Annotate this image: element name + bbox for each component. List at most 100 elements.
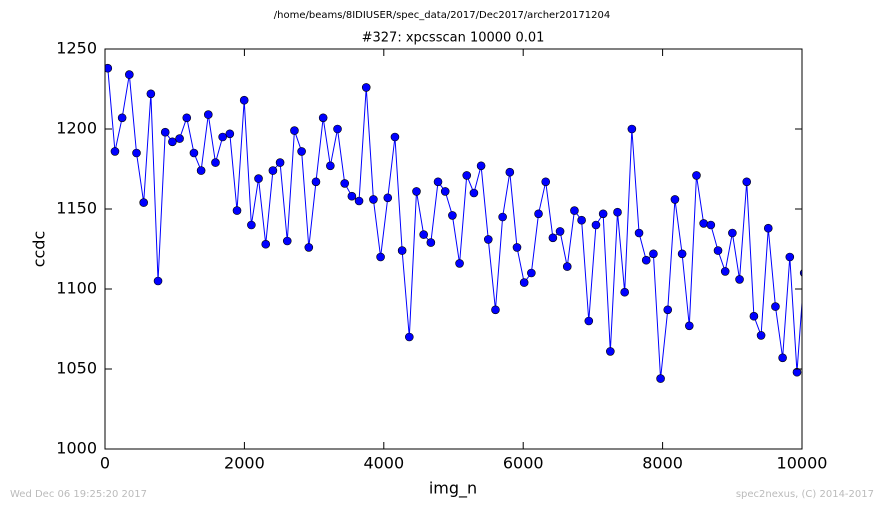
marker [261, 239, 271, 249]
marker [132, 148, 141, 158]
axes-frame [104, 48, 803, 450]
marker [656, 374, 665, 383]
marker [419, 230, 428, 239]
marker [706, 220, 716, 230]
x-tick-label: 8000 [642, 454, 683, 473]
marker [189, 148, 199, 158]
marker [562, 262, 572, 271]
y-tick-label: 1000 [56, 439, 97, 458]
marker [311, 177, 321, 187]
y-tick-label: 1250 [56, 39, 97, 58]
marker [153, 276, 163, 286]
marker [146, 89, 156, 99]
marker [318, 113, 328, 123]
marker [534, 209, 543, 219]
marker [369, 195, 378, 204]
marker [125, 70, 134, 79]
marker [390, 132, 400, 142]
marker [749, 311, 759, 321]
marker [440, 187, 450, 196]
marker [598, 209, 608, 219]
marker [433, 177, 443, 187]
marker [778, 353, 787, 363]
marker [627, 124, 637, 134]
marker [361, 83, 371, 92]
marker [304, 243, 314, 252]
marker [763, 223, 773, 233]
marker [491, 305, 500, 315]
y-axis-label: ccdc [30, 231, 49, 268]
marker [792, 367, 802, 377]
marker [613, 207, 622, 217]
marker [756, 331, 766, 340]
marker [397, 246, 407, 255]
marker [225, 129, 235, 139]
header: /home/beams/8IDIUSER/spec_data/2017/Dec2… [274, 10, 610, 21]
marker [476, 161, 486, 171]
marker [139, 198, 148, 207]
marker [340, 179, 349, 188]
marker [771, 302, 780, 311]
marker [663, 305, 673, 315]
marker [268, 166, 278, 175]
marker [555, 227, 565, 236]
footer-left: Wed Dec 06 19:25:20 2017 [10, 489, 147, 500]
marker [247, 220, 256, 230]
marker [326, 161, 335, 171]
marker [105, 63, 113, 73]
marker [584, 316, 594, 326]
marker [282, 236, 292, 246]
marker [742, 177, 752, 187]
marker [620, 287, 629, 297]
marker [412, 187, 421, 196]
marker [376, 252, 385, 262]
marker [699, 219, 708, 228]
marker [735, 275, 744, 284]
marker [469, 188, 479, 198]
marker [634, 228, 644, 238]
marker [333, 124, 342, 134]
marker [211, 158, 220, 167]
marker [785, 252, 795, 262]
marker [196, 166, 206, 175]
marker [548, 233, 558, 243]
marker [182, 113, 192, 123]
x-tick-label: 10000 [777, 454, 828, 473]
marker [505, 167, 515, 177]
marker [483, 235, 493, 244]
marker [117, 113, 127, 123]
marker [541, 177, 551, 187]
marker [728, 228, 737, 238]
marker [218, 132, 227, 142]
marker [577, 215, 586, 225]
marker [527, 268, 536, 278]
plot-area [105, 63, 802, 383]
x-tick-label: 2000 [224, 454, 265, 473]
marker [347, 191, 357, 201]
marker [160, 127, 170, 137]
marker [649, 249, 658, 259]
x-tick-label: 6000 [503, 454, 544, 473]
marker [570, 206, 579, 215]
marker [670, 195, 680, 204]
y-tick-label: 1150 [56, 199, 97, 218]
chart-title: #327: xpcsscan 10000 0.01 [362, 31, 545, 46]
marker [677, 249, 687, 259]
marker [606, 347, 615, 356]
marker [426, 238, 436, 247]
x-tick-label: 0 [100, 454, 110, 473]
y-tick-label: 1050 [56, 359, 97, 378]
marker [275, 158, 285, 167]
marker [455, 259, 464, 268]
marker [254, 174, 263, 183]
x-tick-label: 4000 [363, 454, 404, 473]
marker [519, 278, 529, 287]
marker [448, 211, 457, 220]
marker [713, 246, 723, 255]
marker [354, 196, 364, 206]
marker [232, 206, 242, 215]
marker [498, 212, 507, 222]
marker [290, 126, 299, 135]
